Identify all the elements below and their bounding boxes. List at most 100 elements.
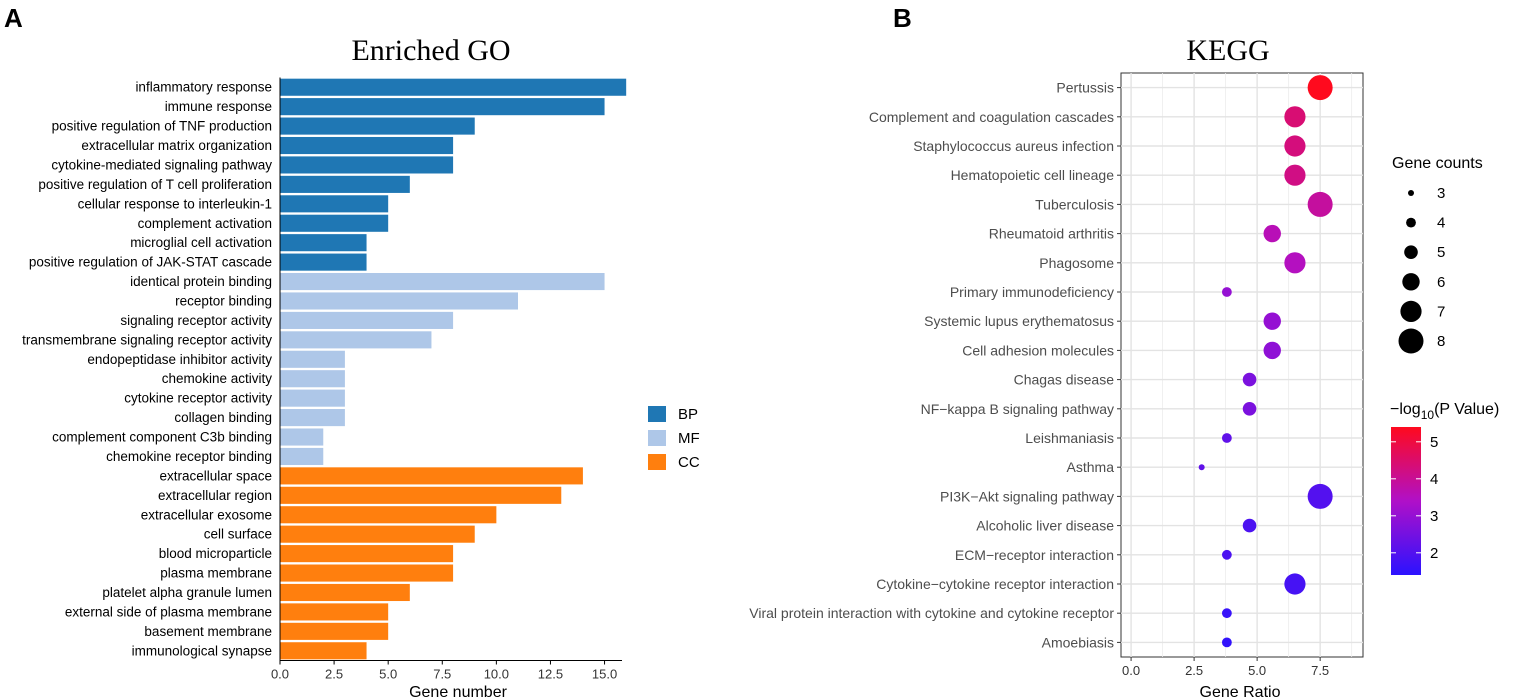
panel-a-label: A xyxy=(4,3,23,33)
go-category-label: positive regulation of JAK-STAT cascade xyxy=(29,255,272,270)
go-bar xyxy=(280,78,627,96)
go-bar xyxy=(280,98,605,116)
go-bar xyxy=(280,486,562,504)
go-category-label: complement activation xyxy=(138,216,272,231)
kegg-category-label: Leishmaniasis xyxy=(1025,430,1114,446)
go-category-label: platelet alpha granule lumen xyxy=(102,585,272,600)
go-category-label: extracellular space xyxy=(159,468,272,483)
go-category-label: endopeptidase inhibitor activity xyxy=(87,352,272,367)
color-legend-tick-label: 5 xyxy=(1430,434,1438,451)
go-category-label: extracellular region xyxy=(158,488,272,503)
kegg-category-label: Chagas disease xyxy=(1014,372,1115,388)
kegg-point xyxy=(1284,135,1306,157)
kegg-category-label: Tuberculosis xyxy=(1035,196,1114,212)
kegg-point xyxy=(1242,372,1257,387)
gene-counts-legend-label: 8 xyxy=(1437,333,1445,350)
go-category-label: positive regulation of T cell proliferat… xyxy=(38,177,272,192)
color-legend-title: −log10(P Value) xyxy=(1390,401,1499,422)
gene-counts-legend-dot xyxy=(1408,190,1414,196)
gene-counts-legend: Gene counts 3 4 5 6 7 8 xyxy=(1392,155,1483,354)
go-bar xyxy=(280,642,367,660)
color-legend-tick-label: 4 xyxy=(1430,471,1438,488)
go-bar xyxy=(280,117,475,135)
kegg-category-label: Pertussis xyxy=(1056,80,1114,96)
go-x-tick-label: 10.0 xyxy=(484,667,509,682)
go-category-label: cytokine receptor activity xyxy=(124,391,272,406)
gene-counts-legend-label: 3 xyxy=(1437,185,1445,202)
go-category-label: identical protein binding xyxy=(130,274,272,289)
go-bar xyxy=(280,428,324,446)
gene-counts-legend-dot xyxy=(1406,217,1416,228)
gene-counts-legend-dot xyxy=(1404,245,1418,259)
kegg-point xyxy=(1284,164,1306,186)
color-legend-tick-label: 2 xyxy=(1430,545,1438,562)
gene-counts-legend-title: Gene counts xyxy=(1392,155,1483,172)
go-category-label: extracellular exosome xyxy=(141,507,272,522)
go-bar xyxy=(280,506,497,524)
go-bar xyxy=(280,156,454,174)
kegg-category-label: Hematopoietic cell lineage xyxy=(951,167,1115,183)
kegg-point xyxy=(1263,312,1281,330)
kegg-category-label: Amoebiasis xyxy=(1042,634,1114,650)
kegg-category-label: NF−kappa B signaling pathway xyxy=(921,401,1114,417)
kegg-category-label: ECM−receptor interaction xyxy=(955,547,1114,563)
go-bar xyxy=(280,564,454,582)
kegg-point xyxy=(1221,433,1232,443)
kegg-x-tick-label: 5.0 xyxy=(1248,663,1266,678)
go-bar xyxy=(280,350,345,368)
go-x-tick-label: 15.0 xyxy=(592,667,617,682)
go-x-axis-label: Gene number xyxy=(409,684,508,699)
legend-label-bp: BP xyxy=(678,406,698,423)
go-x-tick-label: 12.5 xyxy=(538,667,563,682)
go-category-label: immunological synapse xyxy=(132,643,272,658)
kegg-category-labels: Pertussis Complement and coagulation casc… xyxy=(749,80,1121,650)
go-bar xyxy=(280,195,389,213)
go-category-label: cytokine-mediated signaling pathway xyxy=(51,157,272,172)
kegg-point xyxy=(1242,402,1257,416)
color-legend-title-suffix: (P Value) xyxy=(1434,401,1499,418)
legend-label-mf: MF xyxy=(678,430,700,447)
kegg-point xyxy=(1221,608,1232,619)
kegg-category-label: Primary immunodeficiency xyxy=(950,284,1114,300)
kegg-category-label: Rheumatoid arthritis xyxy=(989,226,1114,242)
go-bars xyxy=(280,78,627,660)
kegg-x-tick-label: 7.5 xyxy=(1311,663,1329,678)
go-bar xyxy=(280,447,324,465)
legend-swatch-cc xyxy=(648,454,666,470)
kegg-point xyxy=(1307,75,1333,101)
go-category-label: transmembrane signaling receptor activit… xyxy=(22,332,272,347)
go-category-label: complement component C3b binding xyxy=(52,430,272,445)
color-legend-title-prefix: −log xyxy=(1390,401,1421,418)
color-legend-title-sub: 10 xyxy=(1421,408,1435,422)
kegg-point xyxy=(1221,549,1232,560)
kegg-point xyxy=(1263,341,1281,360)
gene-counts-legend-dot xyxy=(1402,273,1420,291)
go-category-label: positive regulation of TNF production xyxy=(52,119,272,134)
go-bar xyxy=(280,253,367,271)
kegg-point xyxy=(1307,191,1333,217)
kegg-point xyxy=(1242,518,1257,533)
go-bar xyxy=(280,370,345,388)
go-bar xyxy=(280,234,367,252)
kegg-category-label: Asthma xyxy=(1067,459,1115,475)
kegg-point xyxy=(1284,573,1306,595)
kegg-category-label: Alcoholic liver disease xyxy=(976,518,1114,534)
gene-counts-legend-label: 4 xyxy=(1437,215,1445,232)
go-category-label: blood microparticle xyxy=(159,546,272,561)
go-bar xyxy=(280,331,432,349)
gene-counts-legend-dot xyxy=(1400,300,1422,322)
go-x-tick-label: 5.0 xyxy=(379,667,397,682)
go-x-tick-label: 2.5 xyxy=(325,667,343,682)
kegg-chart-title: KEGG xyxy=(1186,34,1269,67)
go-bar xyxy=(280,583,410,602)
kegg-panel-border xyxy=(1120,72,1364,658)
go-category-label: immune response xyxy=(165,99,272,114)
go-bar xyxy=(280,603,389,621)
p-value-color-legend: −log10(P Value) 2 3 4 5 xyxy=(1390,401,1499,575)
go-chart-title: Enriched GO xyxy=(351,34,510,67)
go-category-label: chemokine receptor binding xyxy=(106,449,272,464)
kegg-category-label: Systemic lupus erythematosus xyxy=(924,313,1114,329)
go-bar xyxy=(280,545,454,563)
go-category-label: plasma membrane xyxy=(160,566,272,581)
